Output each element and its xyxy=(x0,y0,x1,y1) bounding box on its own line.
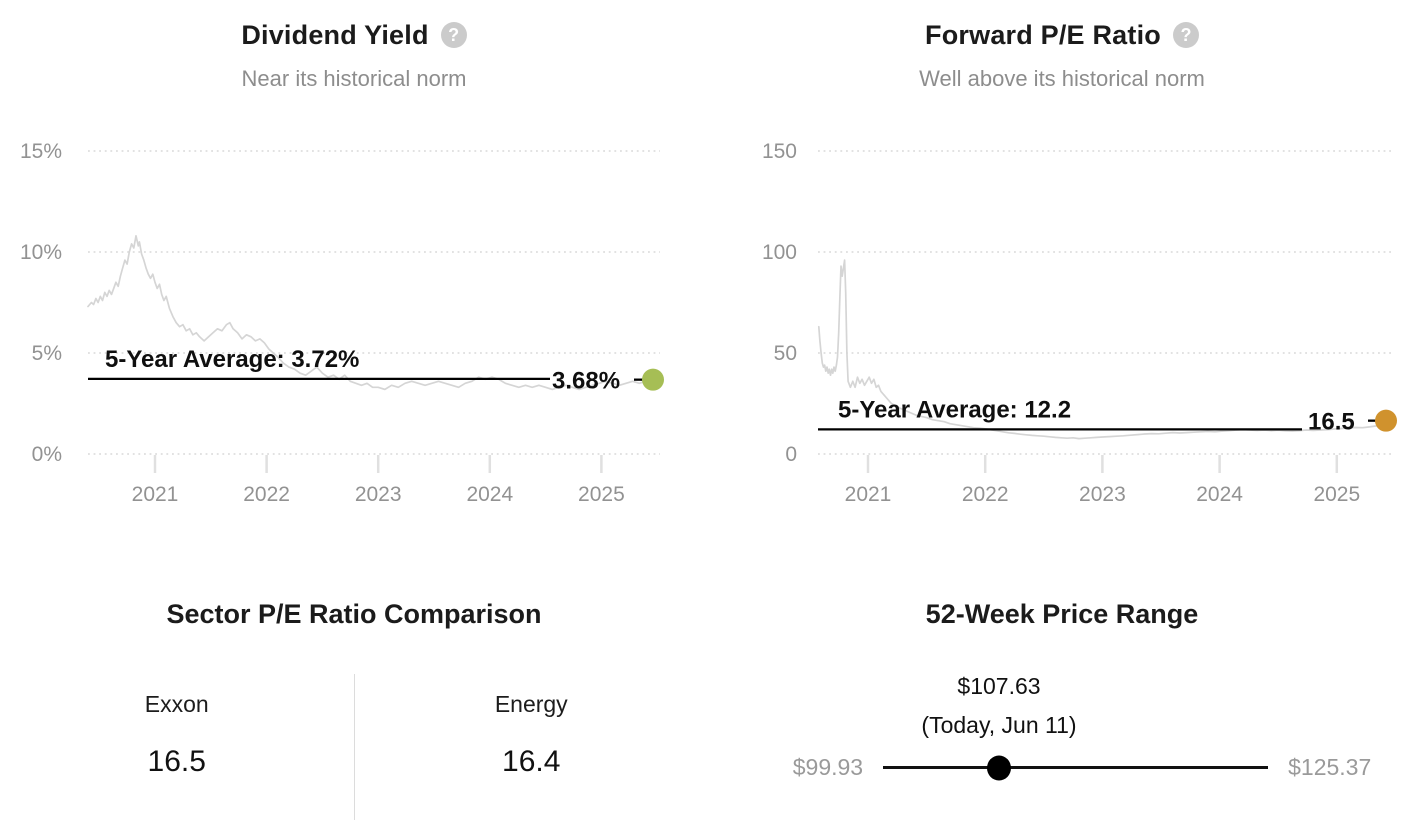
current-value-dot xyxy=(1375,409,1397,432)
sector-pe-comparison-panel: Sector P/E Ratio Comparison Exxon 16.5 E… xyxy=(0,560,708,832)
x-tick-label: 2025 xyxy=(1313,483,1360,506)
y-tick-label: 150 xyxy=(762,140,797,163)
exxon-column: Exxon 16.5 xyxy=(0,674,354,820)
x-tick-label: 2022 xyxy=(962,483,1009,506)
dividend-yield-chart[interactable]: 0% 5% 10% 15% 2021 2022 2023 2024 2025 5-Year Ave… xyxy=(0,126,708,536)
energy-column: Energy 16.4 xyxy=(355,674,709,820)
forward-pe-subtitle: Well above its historical norm xyxy=(919,66,1205,91)
x-tick-label: 2023 xyxy=(355,483,402,506)
help-icon[interactable]: ? xyxy=(440,22,467,48)
forward-pe-chart[interactable]: 0 50 100 150 2021 2022 2023 2024 2025 5-Year Aver… xyxy=(708,126,1416,536)
forward-pe-title: Forward P/E Ratio xyxy=(925,19,1161,50)
dividend-yield-header: Dividend Yield ? xyxy=(0,0,708,54)
current-price-date: (Today, Jun 11) xyxy=(921,712,1077,738)
current-value-label: 3.68% xyxy=(552,368,620,395)
dividend-yield-title: Dividend Yield xyxy=(241,19,429,50)
average-label: 5-Year Average: 3.72% xyxy=(105,346,359,373)
exxon-pe-value: 16.5 xyxy=(147,745,206,778)
column-divider xyxy=(353,674,355,820)
y-tick-label: 100 xyxy=(762,241,797,264)
x-tick-label: 2024 xyxy=(1196,483,1243,506)
range-low-value: $99.93 xyxy=(792,754,864,780)
energy-pe-value: 16.4 xyxy=(502,745,561,778)
price-range-panel: 52-Week Price Range $99.93 $107.63 (Toda… xyxy=(708,560,1416,832)
range-track-area: $107.63 (Today, Jun 11) xyxy=(883,673,1269,781)
dividend-yield-subtitle: Near its historical norm xyxy=(241,66,467,91)
exxon-label: Exxon xyxy=(144,691,209,717)
y-tick-label: 50 xyxy=(774,342,797,365)
y-tick-label: 0% xyxy=(32,443,62,466)
average-label: 5-Year Average: 12.2 xyxy=(838,396,1071,423)
x-tick-label: 2024 xyxy=(466,483,513,506)
x-tick-label: 2021 xyxy=(845,483,892,506)
range-current-callout: $107.63 (Today, Jun 11) xyxy=(921,667,1076,745)
y-tick-label: 10% xyxy=(20,241,62,264)
x-tick-label: 2025 xyxy=(578,483,625,506)
current-value-dot xyxy=(642,368,664,391)
range-track-line xyxy=(883,755,1269,780)
sector-pe-columns: Exxon 16.5 Energy 16.4 xyxy=(0,674,708,820)
dividend-yield-panel: Dividend Yield ? Near its historical nor… xyxy=(0,0,708,560)
x-tick-label: 2022 xyxy=(243,483,290,506)
range-high-value: $125.37 xyxy=(1288,754,1372,780)
sector-pe-comparison-title: Sector P/E Ratio Comparison xyxy=(166,599,542,629)
y-tick-label: 0 xyxy=(785,443,797,466)
y-tick-label: 5% xyxy=(32,342,62,365)
x-tick-label: 2023 xyxy=(1079,483,1126,506)
x-tick-label: 2021 xyxy=(132,483,179,506)
energy-label: Energy xyxy=(494,691,568,717)
price-range-title: 52-Week Price Range xyxy=(925,599,1199,629)
help-icon[interactable]: ? xyxy=(1172,22,1199,48)
price-range-indicator: $99.93 $107.63 (Today, Jun 11) $125.37 xyxy=(708,673,1416,781)
series-line xyxy=(87,234,653,391)
current-price-dot xyxy=(986,755,1011,780)
y-tick-label: 15% xyxy=(20,140,62,163)
current-value-label: 16.5 xyxy=(1308,409,1355,436)
forward-pe-header: Forward P/E Ratio ? xyxy=(708,0,1416,54)
forward-pe-panel: Forward P/E Ratio ? Well above its histo… xyxy=(708,0,1416,560)
current-price-value: $107.63 xyxy=(957,673,1041,699)
